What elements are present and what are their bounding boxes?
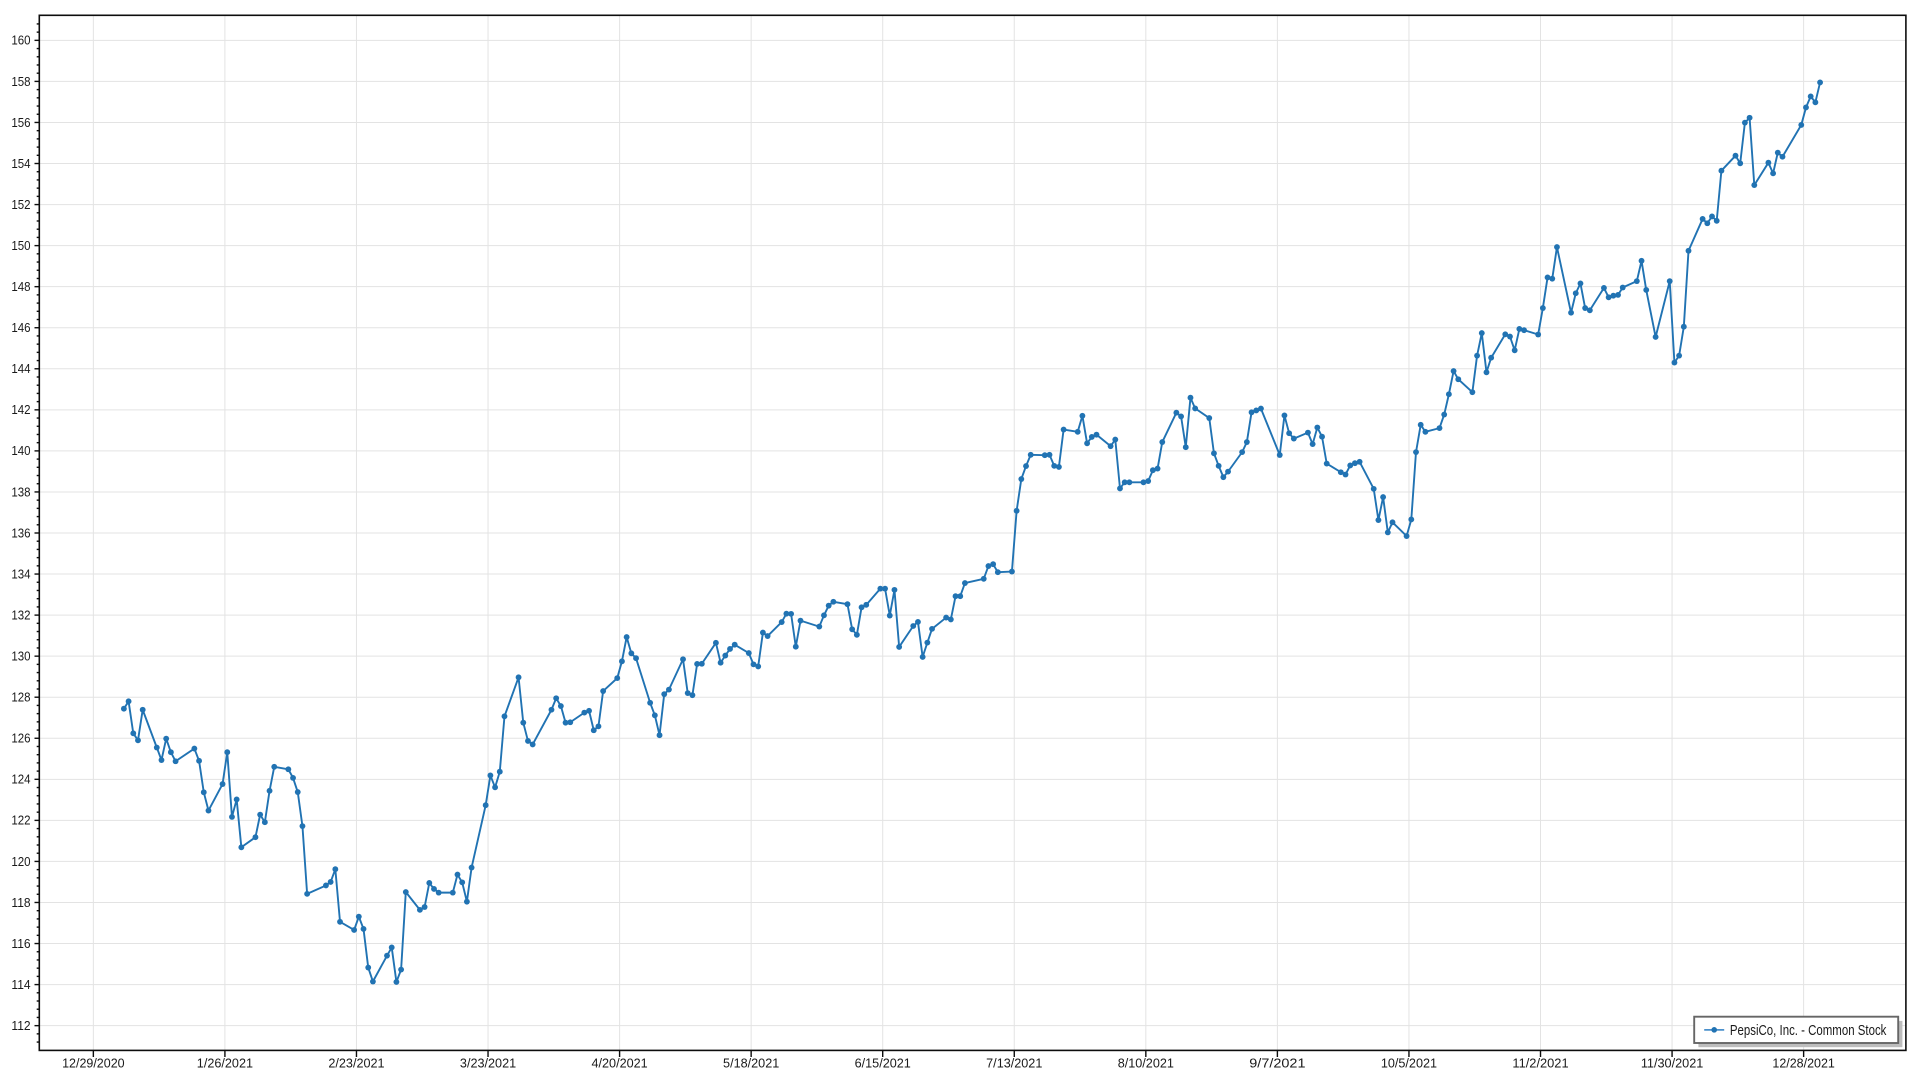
svg-text:156: 156 xyxy=(11,115,30,130)
svg-text:10/5/2021: 10/5/2021 xyxy=(1381,1056,1437,1071)
svg-text:122: 122 xyxy=(11,813,30,828)
svg-text:116: 116 xyxy=(11,936,30,951)
svg-text:11/2/2021: 11/2/2021 xyxy=(1512,1056,1568,1071)
svg-text:140: 140 xyxy=(11,443,30,458)
svg-text:4/20/2021: 4/20/2021 xyxy=(591,1056,647,1071)
svg-text:112: 112 xyxy=(11,1018,30,1033)
svg-text:154: 154 xyxy=(11,156,30,171)
svg-text:1/26/2021: 1/26/2021 xyxy=(197,1056,253,1071)
svg-text:158: 158 xyxy=(11,74,30,89)
svg-text:120: 120 xyxy=(11,854,30,869)
svg-text:144: 144 xyxy=(11,361,30,376)
svg-text:126: 126 xyxy=(11,731,30,746)
svg-text:2/23/2021: 2/23/2021 xyxy=(328,1056,384,1071)
svg-text:7/13/2021: 7/13/2021 xyxy=(986,1056,1042,1071)
svg-text:124: 124 xyxy=(11,772,30,787)
svg-text:148: 148 xyxy=(11,279,30,294)
svg-text:118: 118 xyxy=(11,895,30,910)
svg-text:142: 142 xyxy=(11,402,30,417)
svg-text:6/15/2021: 6/15/2021 xyxy=(855,1056,911,1071)
svg-text:130: 130 xyxy=(11,649,30,664)
svg-text:12/29/2020: 12/29/2020 xyxy=(62,1056,125,1071)
svg-text:9/7/2021: 9/7/2021 xyxy=(1249,1056,1305,1071)
svg-text:134: 134 xyxy=(11,566,30,581)
svg-text:150: 150 xyxy=(11,238,30,253)
svg-text:PepsiCo, Inc. - Common Stock: PepsiCo, Inc. - Common Stock xyxy=(1730,1023,1887,1039)
svg-text:11/30/2021: 11/30/2021 xyxy=(1641,1056,1704,1071)
svg-text:128: 128 xyxy=(11,690,30,705)
svg-text:3/23/2021: 3/23/2021 xyxy=(460,1056,516,1071)
svg-text:152: 152 xyxy=(11,197,30,212)
svg-text:138: 138 xyxy=(11,484,30,499)
svg-text:5/18/2021: 5/18/2021 xyxy=(723,1056,779,1071)
svg-text:146: 146 xyxy=(11,320,30,335)
svg-text:114: 114 xyxy=(11,977,30,992)
svg-text:8/10/2021: 8/10/2021 xyxy=(1118,1056,1174,1071)
svg-text:12/28/2021: 12/28/2021 xyxy=(1772,1056,1835,1071)
svg-text:132: 132 xyxy=(11,607,30,622)
svg-text:136: 136 xyxy=(11,525,30,540)
svg-text:160: 160 xyxy=(11,33,30,48)
